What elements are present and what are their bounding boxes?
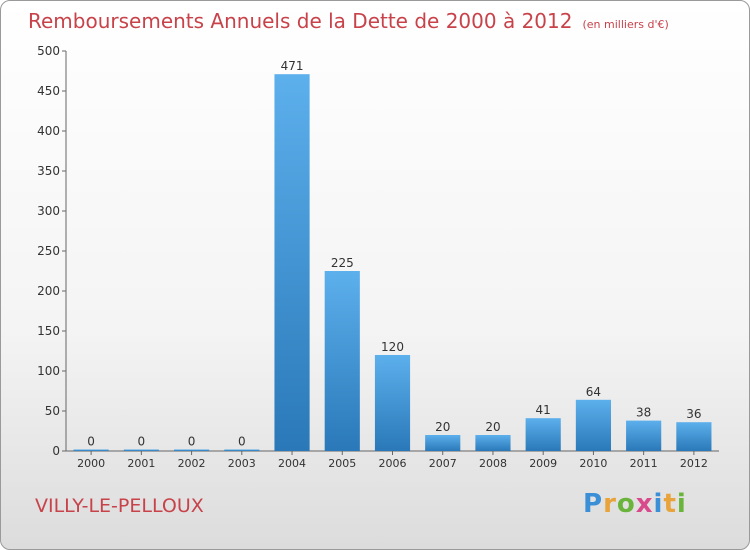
x-tick-label: 2004: [278, 457, 306, 470]
bar-value-label: 20: [435, 420, 450, 434]
bar-value-label: 225: [331, 256, 354, 270]
x-tick-label: 2005: [328, 457, 356, 470]
bar-value-label: 20: [485, 420, 500, 434]
y-tick-label: 350: [37, 164, 60, 178]
bar-2009: [525, 418, 561, 451]
y-tick-label: 400: [37, 124, 60, 138]
bar-value-label: 36: [686, 407, 701, 421]
y-tick-label: 0: [52, 444, 60, 458]
logo-letter: r: [603, 489, 617, 519]
x-tick-label: 2003: [228, 457, 256, 470]
bars: 0 0 0 0 471 225 120 20 20 41 64 38 36: [73, 59, 712, 451]
bar-2010: [575, 399, 612, 451]
bar-value-label: 471: [281, 59, 304, 73]
bar-2012: [676, 422, 712, 451]
commune-name: VILLY-LE-PELLOUX: [35, 495, 204, 517]
bar-value-label: 0: [87, 435, 95, 449]
y-tick-label: 150: [37, 324, 60, 338]
x-tick-label: 2008: [479, 457, 507, 470]
bar-2000: [73, 449, 109, 451]
bar-value-label: 38: [636, 406, 651, 420]
bar-value-label: 120: [381, 340, 404, 354]
x-tick-label: 2002: [178, 457, 206, 470]
x-tick-label: 2011: [630, 457, 658, 470]
bar-value-label: 41: [536, 403, 551, 417]
y-tick-label: 50: [45, 404, 60, 418]
x-tick-label: 2000: [77, 457, 105, 470]
chart-unit-label: (en milliers d'€): [582, 18, 669, 31]
y-tick-label: 450: [37, 84, 60, 98]
x-tick-label: 2010: [579, 457, 607, 470]
bar-2004: [274, 74, 310, 451]
proxiti-logo: Proxiti: [583, 489, 687, 519]
bar-2008: [475, 435, 511, 451]
bar-value-label: 0: [138, 435, 146, 449]
x-tick-label: 2007: [429, 457, 457, 470]
logo-letter: x: [635, 489, 654, 519]
bar-2007: [425, 435, 461, 451]
x-tick-label: 2006: [379, 457, 407, 470]
logo-letter: t: [663, 489, 677, 519]
y-axis: 0 50 100 150 200 250 300 350 400 450 500: [37, 44, 67, 458]
bar-value-label: 0: [188, 435, 196, 449]
x-tick-label: 2001: [127, 457, 155, 470]
bar-value-label: 0: [238, 435, 246, 449]
chart-title-text: Remboursements Annuels de la Dette de 20…: [28, 9, 573, 33]
logo-letter: P: [583, 489, 604, 519]
logo-letter: i: [653, 489, 664, 519]
chart-title: Remboursements Annuels de la Dette de 20…: [28, 9, 669, 33]
bar-2011: [626, 420, 662, 451]
bar-2006: [374, 355, 411, 451]
y-tick-label: 200: [37, 284, 60, 298]
bar-2001: [123, 449, 159, 451]
x-tick-label: 2012: [680, 457, 708, 470]
bar-2005: [324, 271, 360, 451]
bar-2003: [224, 449, 260, 451]
x-tick-label: 2009: [529, 457, 557, 470]
x-axis: 2000 2001 2002 2003 2004 2005 2006 2007 2008 2009…: [66, 450, 719, 470]
bar-value-label: 64: [586, 385, 601, 399]
y-tick-label: 250: [37, 244, 60, 258]
y-tick-label: 300: [37, 204, 60, 218]
logo-letter: i: [676, 489, 687, 519]
y-tick-label: 100: [37, 364, 60, 378]
y-tick-label: 500: [37, 44, 60, 58]
logo-letter: o: [616, 489, 636, 519]
bar-2002: [173, 449, 210, 451]
